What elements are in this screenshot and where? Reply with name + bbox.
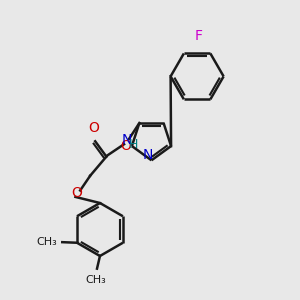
Text: F: F <box>195 29 203 44</box>
Text: O: O <box>88 122 99 135</box>
Text: CH₃: CH₃ <box>37 237 57 247</box>
Text: O: O <box>120 139 131 153</box>
Text: CH₃: CH₃ <box>85 275 106 285</box>
Text: O: O <box>71 186 82 200</box>
Text: N: N <box>143 148 153 162</box>
Text: H: H <box>129 138 138 151</box>
Text: N: N <box>122 133 132 147</box>
